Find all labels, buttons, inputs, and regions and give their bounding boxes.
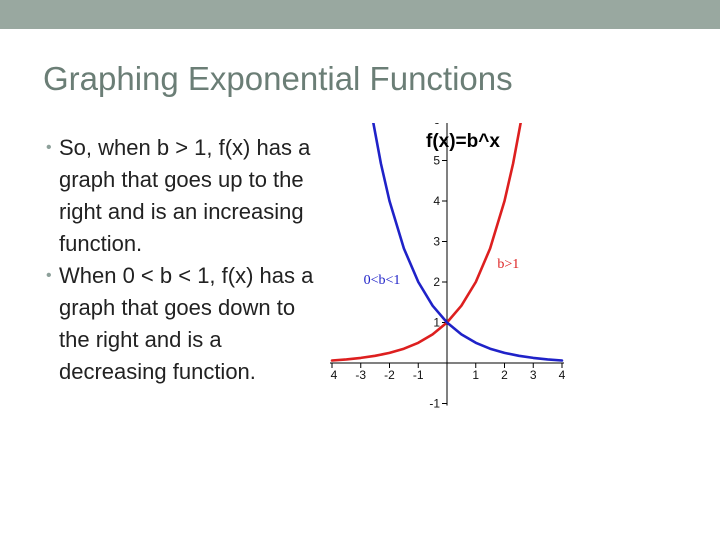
graph-svg: f(x)=b^x -4 -3 -2 -1 1 2 3 4 6 5 4 3 2 1 -1 b>1 0<b<1 [330, 123, 566, 411]
bullet-item: • When 0 < b < 1, f(x) has a graph that … [46, 260, 318, 388]
x-tick-label: -1 [413, 368, 424, 382]
decreasing-curve-label: 0<b<1 [364, 273, 401, 288]
chart-title: f(x)=b^x [426, 131, 500, 152]
x-tick-label: 3 [530, 368, 537, 382]
y-tick-label: 4 [433, 194, 440, 208]
y-tick-label: 6 [433, 123, 440, 127]
bullet-text: So, when b > 1, f(x) has a graph that go… [59, 135, 311, 256]
bullet-text: When 0 < b < 1, f(x) has a graph that go… [59, 263, 314, 384]
exponential-graph: f(x)=b^x -4 -3 -2 -1 1 2 3 4 6 5 4 3 2 1 -1 b>1 0<b<1 [330, 123, 588, 453]
slide-title: Graphing Exponential Functions [43, 60, 513, 97]
x-tick-label: -2 [384, 368, 395, 382]
increasing-curve-label: b>1 [497, 257, 519, 272]
x-tick-label: 1 [472, 368, 479, 382]
x-tick-label: 2 [501, 368, 508, 382]
y-tick-label: -1 [429, 397, 440, 411]
bullet-item: • So, when b > 1, f(x) has a graph that … [46, 132, 318, 260]
x-tick-label: -3 [355, 368, 366, 382]
y-tick-label: 1 [433, 316, 440, 330]
bullet-dot: • [46, 139, 52, 156]
y-tick-label: 2 [433, 275, 440, 289]
decreasing-curve [372, 123, 564, 362]
bullet-list: • So, when b > 1, f(x) has a graph that … [46, 132, 318, 388]
x-tick-label: 4 [559, 368, 566, 382]
top-band [0, 0, 720, 29]
increasing-curve [330, 123, 522, 362]
y-tick-label: 5 [433, 154, 440, 168]
bullet-dot: • [46, 267, 52, 284]
x-tick-label: -4 [330, 368, 338, 382]
y-tick-label: 3 [433, 235, 440, 249]
